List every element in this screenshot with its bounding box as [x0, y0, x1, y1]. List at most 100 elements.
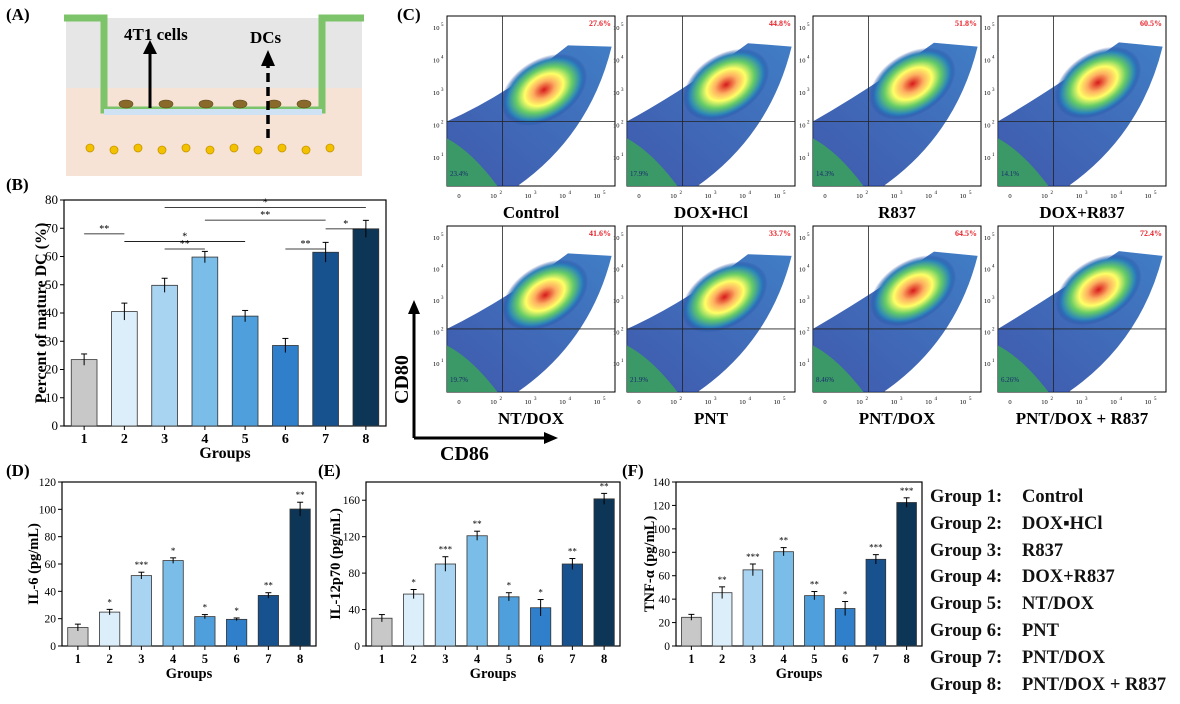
y-tick-label-F-40: 40: [659, 594, 671, 606]
significance-star-F-group-6: *: [843, 589, 848, 599]
flow-y-tick-label: 10: [613, 155, 620, 162]
y-tick-label-F-120: 120: [653, 500, 671, 512]
flow-y-tick-exponent: 2: [807, 121, 810, 126]
legend-group-name: PNT/DOX + R837: [1022, 674, 1167, 695]
flow-y-tick-label: 10: [613, 58, 620, 65]
flow-x-tick-exponent: 4: [1120, 191, 1123, 196]
flow-x-tick-exponent: 3: [900, 397, 903, 402]
x-tick-label-B-7: 7: [322, 432, 329, 447]
y-tick-label-D-80: 80: [45, 532, 57, 544]
flow-q3-percent: 14.3%: [816, 170, 834, 178]
legend-item-group-4: Group 4: DOX+R837: [930, 564, 1166, 591]
y-tick-label-D-0: 0: [50, 641, 56, 653]
significance-star-E-group-5: *: [507, 581, 512, 591]
flow-q3-percent: 8.46%: [816, 376, 834, 384]
flow-q3-percent: 14.1%: [1001, 170, 1019, 178]
x-tick-label-F-1: 1: [688, 652, 694, 666]
panel-e-letter: (E): [318, 461, 341, 480]
x-tick-label-E-4: 4: [474, 652, 481, 666]
bar-B-group-5: [231, 315, 259, 427]
flow-x-tick-label: 10: [559, 399, 566, 406]
flow-y-tick-label: 10: [984, 25, 991, 32]
panel-b-letter: (B): [6, 175, 29, 194]
legend-group-key: Group 7:: [930, 647, 1003, 668]
flow-x-tick-exponent: 3: [714, 397, 717, 402]
flow-y-tick-label: 10: [433, 90, 440, 97]
flow-density-hotspot: [683, 48, 770, 121]
flow-x-tick-exponent: 3: [714, 191, 717, 196]
flow-x-tick-exponent: 3: [1085, 397, 1088, 402]
legend-group-key: Group 2:: [930, 513, 1003, 534]
flow-x-tick-label: 10: [705, 399, 712, 406]
flow-y-tick-label: 10: [613, 330, 620, 337]
flow-q3-percent: 19.7%: [450, 376, 468, 384]
flow-plot-title: PNT/DOX + R837: [1016, 409, 1149, 428]
flow-y-tick-label: 10: [433, 235, 440, 242]
flow-plot-title: DOX▪HCl: [674, 203, 748, 222]
flow-y-tick-exponent: 2: [621, 328, 624, 333]
y-tick-label-E-80: 80: [349, 568, 361, 580]
tumor-cell-layer: [118, 99, 312, 109]
flow-x-tick-exponent: 5: [1154, 191, 1157, 196]
legend-item-group-3: Group 3: R837: [930, 538, 1166, 565]
flow-q2-percent: 44.8%: [769, 19, 791, 28]
significance-star-E-group-8: **: [600, 481, 610, 491]
x-tick-label-D-1: 1: [75, 652, 81, 666]
significance-label-B-7: **: [301, 239, 311, 250]
significance-star-F-group-5: **: [810, 580, 820, 590]
flow-y-tick-exponent: 3: [621, 296, 624, 301]
flow-q2-percent: 72.4%: [1140, 229, 1162, 238]
flow-y-tick-exponent: 5: [992, 233, 995, 238]
flow-density-hotspot: [869, 47, 956, 120]
legend-item-group-7: Group 7: PNT/DOX: [930, 645, 1166, 672]
flow-y-tick-label: 10: [613, 25, 620, 32]
flow-y-tick-label: 10: [433, 123, 440, 130]
flow-y-tick-exponent: 4: [441, 56, 444, 61]
flow-x-tick-label: 10: [1076, 193, 1083, 200]
bar-F-group-5: [804, 595, 825, 647]
y-tick-label-F-140: 140: [653, 477, 671, 489]
flow-y-tick-label: 10: [799, 361, 806, 368]
significance-star-D-group-2: *: [107, 597, 112, 607]
y-tick-label-D-40: 40: [45, 586, 57, 598]
legend-group-name: R837: [1022, 540, 1064, 561]
flow-x-tick-label: 10: [1145, 193, 1152, 200]
flow-y-tick-exponent: 4: [992, 265, 995, 270]
cd80-axis-label: CD80: [391, 355, 413, 404]
x-tick-label-E-7: 7: [569, 652, 575, 666]
plot-frame-E: [365, 481, 621, 647]
bar-E-group-7: [561, 563, 583, 647]
flow-x-tick-exponent: 5: [603, 191, 606, 196]
flow-plot-7: 64.5%8.46%10 510 410 310 210 10 10 2 10 3 10 4 10 5PN…: [799, 225, 982, 428]
y-tick-label-F-20: 20: [659, 618, 671, 630]
flow-plot-4: 60.5%14.1%10 510 410 310 210 10 10 2 10 3 10 4 10 5DO…: [984, 15, 1167, 222]
flow-y-tick-label: 10: [433, 330, 440, 337]
panel-a-schematic: (A) 4T1 cells DCs: [6, 5, 364, 176]
panel-a-letter: (A): [6, 5, 30, 24]
x-tick-label-B-8: 8: [362, 432, 369, 447]
flow-y-tick-label: 10: [799, 330, 806, 337]
legend-item-group-8: Group 8: PNT/DOX + R837: [930, 672, 1166, 699]
flow-y-tick-exponent: 5: [621, 23, 624, 28]
flow-y-tick-label: 10: [984, 235, 991, 242]
x-tick-label-E-1: 1: [379, 652, 385, 666]
flow-y-tick-label: 10: [799, 58, 806, 65]
y-tick-label-F-0: 0: [664, 641, 670, 653]
legend-group-name: NT/DOX: [1022, 594, 1094, 615]
flow-x-tick-label: 10: [670, 193, 677, 200]
flow-x-tick-label: 10: [490, 193, 497, 200]
flow-plot-8: 72.4%6.26%10 510 410 310 210 10 10 2 10 3 10 4 10 5PN…: [984, 225, 1167, 428]
x-tick-label-F-5: 5: [811, 652, 817, 666]
flow-y-tick-label: 10: [984, 298, 991, 305]
bar-E-group-2: [403, 593, 425, 647]
flow-y-tick-label: 10: [799, 155, 806, 162]
x-axis-label-E: Groups: [470, 666, 517, 682]
panel-c-axis-key: CD80 CD86: [391, 300, 558, 465]
y-tick-label-F-100: 100: [653, 524, 671, 536]
plot-frame-F: [675, 481, 923, 647]
legend-group-key: Group 4:: [930, 567, 1003, 588]
bar-E-group-8: [593, 498, 615, 647]
cd86-axis-label: CD86: [440, 443, 489, 465]
flow-density-hotspot: [870, 255, 957, 327]
x-tick-label-E-6: 6: [538, 652, 544, 666]
